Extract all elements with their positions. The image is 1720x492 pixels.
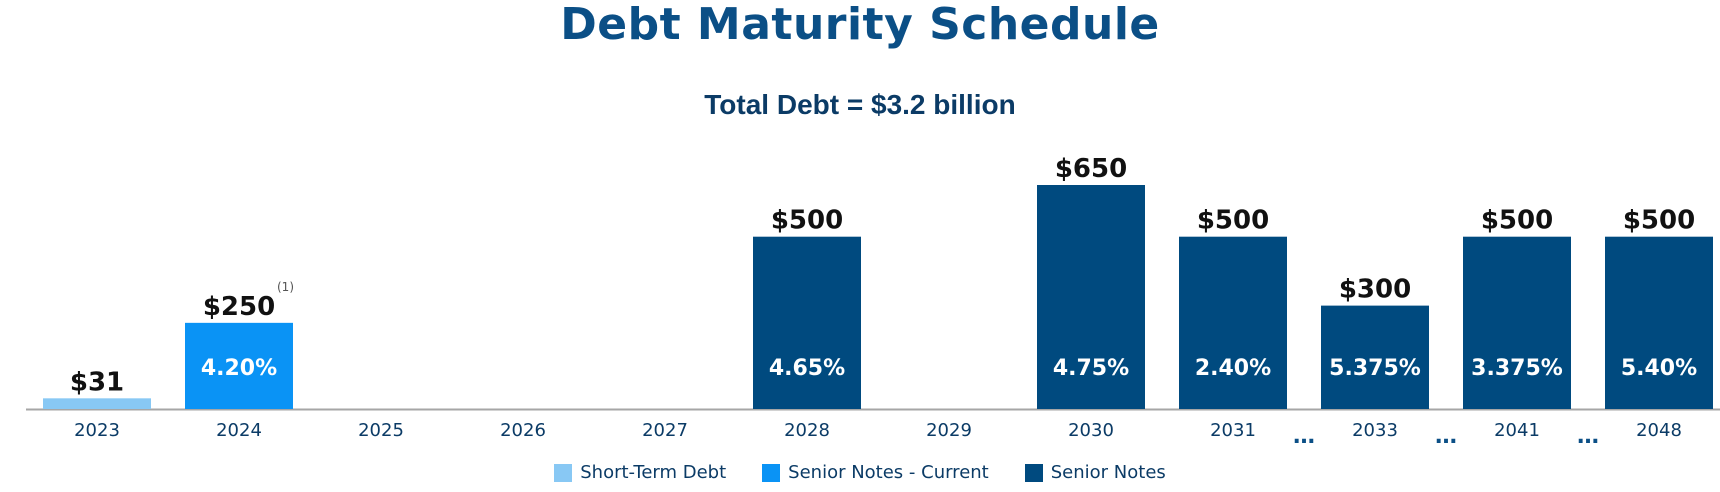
value-label-2033: $300 [1339,275,1411,305]
value-label-2041: $500 [1481,206,1553,236]
rate-label-2048: 5.40% [1621,356,1697,381]
legend-label: Senior Notes - Current [788,462,989,483]
bar-2041 [1463,236,1571,409]
rate-label-2033: 5.375% [1329,356,1421,381]
legend-item: Senior Notes - Current [762,462,989,483]
bar-2028 [753,236,861,409]
legend-item: Senior Notes [1024,462,1166,483]
rate-label-2024: 4.20% [201,356,277,381]
bar-2030 [1037,185,1145,409]
value-label-2031: $500 [1197,206,1269,236]
bar-2024 [185,322,293,409]
legend-swatch [762,463,781,482]
x-tick-label-2031: 2031 [1210,420,1256,441]
legend-swatch [1024,463,1043,482]
chart-legend: Short-Term Debt Senior Notes - Current Sen… [0,462,1720,483]
x-tick-label-2026: 2026 [500,420,546,441]
rate-label-2031: 2.40% [1195,356,1271,381]
value-label-2028: $500 [771,206,843,236]
x-tick-label-2029: 2029 [926,420,972,441]
legend-label: Senior Notes [1050,462,1166,483]
x-tick-label-2041: 2041 [1494,420,1540,441]
gap-marker: … [1435,424,1457,449]
rate-label-2041: 3.375% [1471,356,1563,381]
bar-2031 [1179,236,1287,409]
bar-2023 [43,398,151,409]
legend-item: Short-Term Debt [554,462,726,483]
rate-label-2028: 4.65% [769,356,845,381]
chart-title: Debt Maturity Schedule [560,0,1160,50]
value-label-2030: $650 [1055,154,1127,184]
x-tick-label-2028: 2028 [784,420,830,441]
legend-label: Short-Term Debt [580,462,727,483]
footnote-marker: (1) [277,280,294,294]
value-label-2024: $250 [203,292,275,322]
x-tick-label-2024: 2024 [216,420,262,441]
bar-2048 [1605,236,1713,409]
x-tick-label-2030: 2030 [1068,420,1114,441]
x-tick-label-2027: 2027 [642,420,688,441]
bar-2033 [1321,305,1429,409]
chart-plot: $31 2023 $250(1) 4.20% 2024 2025 2026 2027 $500 4… [26,154,1720,449]
value-label-2023: $31 [70,367,124,397]
value-label-2048: $500 [1623,206,1695,236]
chart-subtitle: Total Debt = $3.2 billion [704,89,1016,120]
gap-marker: … [1577,424,1599,449]
x-tick-label-2023: 2023 [74,420,120,441]
gap-marker: … [1293,424,1315,449]
rate-label-2030: 4.75% [1053,356,1129,381]
x-tick-label-2048: 2048 [1636,420,1682,441]
x-tick-label-2033: 2033 [1352,420,1398,441]
legend-swatch [554,463,573,482]
x-tick-label-2025: 2025 [358,420,404,441]
